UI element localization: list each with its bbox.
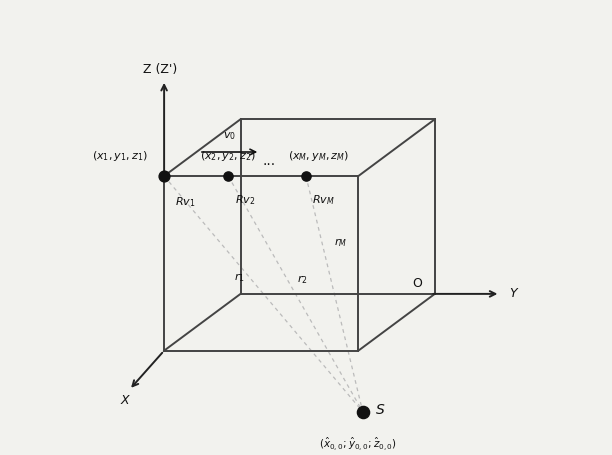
- Point: [301, 172, 311, 180]
- Point: [223, 172, 233, 180]
- Text: Z (Z'): Z (Z'): [143, 63, 177, 76]
- Text: $(x_2, y_2, z_2)$: $(x_2, y_2, z_2)$: [200, 149, 256, 163]
- Text: O: O: [412, 277, 422, 289]
- Text: S: S: [376, 403, 384, 417]
- Text: $Rv_2$: $Rv_2$: [235, 193, 255, 207]
- Text: ...: ...: [263, 154, 276, 168]
- Point: [358, 408, 368, 415]
- Text: $(\hat{x}_{0,0}; \hat{y}_{0,0}; \hat{z}_{0,0})$: $(\hat{x}_{0,0}; \hat{y}_{0,0}; \hat{z}_…: [319, 436, 397, 453]
- Text: $Rv_M$: $Rv_M$: [313, 193, 335, 207]
- Text: $r_M$: $r_M$: [334, 236, 347, 249]
- Text: $(x_1, y_1, z_1)$: $(x_1, y_1, z_1)$: [92, 149, 149, 163]
- Text: $v_0$: $v_0$: [223, 131, 236, 142]
- Text: Y: Y: [509, 288, 517, 300]
- Text: $(x_M, y_M, z_M)$: $(x_M, y_M, z_M)$: [288, 149, 349, 163]
- Text: X: X: [121, 394, 129, 407]
- Text: $Rv_1$: $Rv_1$: [175, 196, 196, 209]
- Text: $r_1$: $r_1$: [234, 272, 245, 284]
- Text: $r_2$: $r_2$: [297, 274, 307, 287]
- Point: [159, 172, 169, 180]
